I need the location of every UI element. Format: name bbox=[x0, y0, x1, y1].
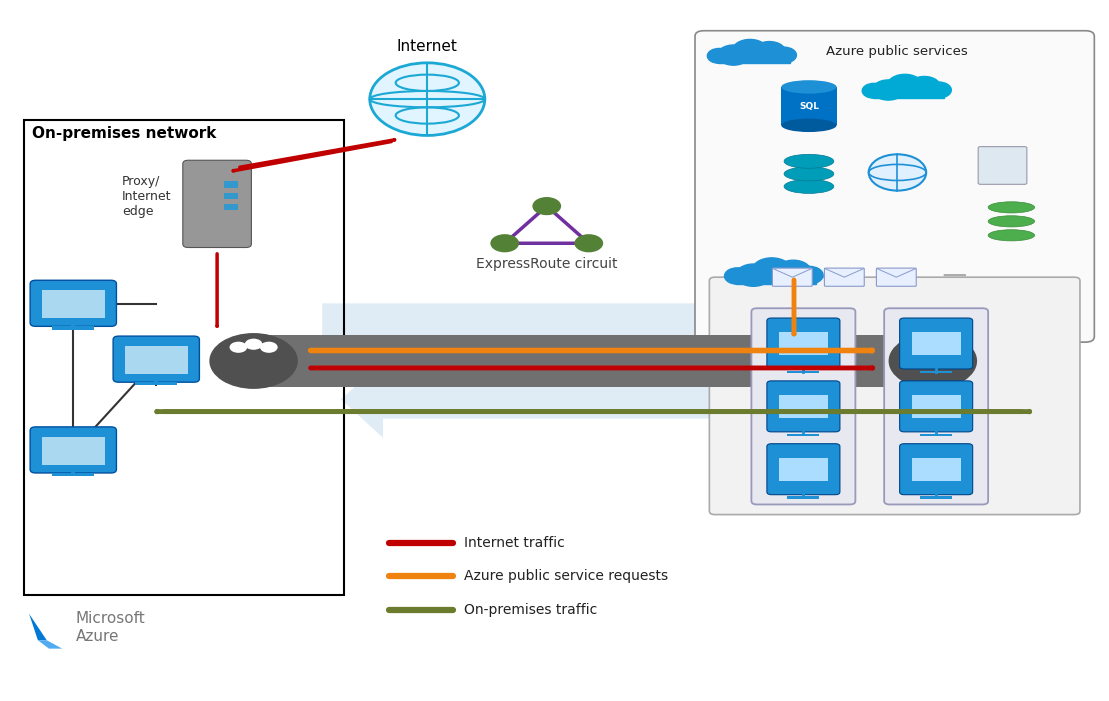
Text: On-premises traffic: On-premises traffic bbox=[464, 603, 597, 617]
Circle shape bbox=[210, 333, 298, 389]
Circle shape bbox=[735, 264, 771, 286]
FancyBboxPatch shape bbox=[710, 277, 1080, 515]
Ellipse shape bbox=[784, 167, 834, 181]
Bar bbox=[912, 395, 960, 418]
Bar bbox=[779, 395, 827, 418]
Circle shape bbox=[868, 154, 926, 191]
Text: Azure public service requests: Azure public service requests bbox=[464, 569, 668, 583]
Polygon shape bbox=[29, 614, 47, 640]
Circle shape bbox=[926, 82, 952, 98]
FancyBboxPatch shape bbox=[876, 268, 916, 286]
Text: Microsoft
Azure: Microsoft Azure bbox=[75, 611, 145, 644]
Circle shape bbox=[775, 260, 811, 283]
Ellipse shape bbox=[988, 230, 1035, 241]
Circle shape bbox=[908, 76, 940, 97]
FancyBboxPatch shape bbox=[824, 268, 864, 286]
Circle shape bbox=[724, 268, 751, 284]
Text: Internet traffic: Internet traffic bbox=[464, 536, 564, 550]
Bar bbox=[736, 273, 815, 284]
Bar bbox=[787, 496, 820, 499]
Circle shape bbox=[753, 41, 785, 62]
Ellipse shape bbox=[988, 216, 1035, 227]
Circle shape bbox=[887, 74, 923, 97]
Bar bbox=[920, 434, 953, 436]
Bar bbox=[224, 204, 238, 210]
Circle shape bbox=[245, 339, 263, 350]
FancyBboxPatch shape bbox=[899, 444, 973, 495]
Circle shape bbox=[873, 80, 904, 100]
FancyBboxPatch shape bbox=[695, 31, 1095, 342]
FancyBboxPatch shape bbox=[113, 336, 200, 382]
Bar bbox=[779, 332, 827, 355]
Circle shape bbox=[908, 341, 926, 353]
FancyBboxPatch shape bbox=[767, 381, 840, 432]
FancyBboxPatch shape bbox=[30, 280, 116, 327]
Bar bbox=[718, 54, 790, 63]
FancyBboxPatch shape bbox=[884, 308, 988, 505]
Text: Internet: Internet bbox=[397, 39, 458, 55]
Bar bbox=[920, 496, 953, 499]
Circle shape bbox=[795, 266, 823, 284]
Circle shape bbox=[369, 63, 485, 135]
Ellipse shape bbox=[988, 202, 1035, 213]
Bar bbox=[135, 382, 177, 386]
Bar bbox=[23, 120, 344, 595]
Bar bbox=[787, 434, 820, 436]
Text: Proxy/
Internet
edge: Proxy/ Internet edge bbox=[122, 175, 172, 219]
Circle shape bbox=[924, 339, 942, 350]
Bar bbox=[251, 335, 936, 387]
Ellipse shape bbox=[781, 80, 836, 94]
Bar bbox=[224, 193, 238, 199]
Bar bbox=[42, 437, 105, 465]
Bar bbox=[912, 332, 960, 355]
Circle shape bbox=[230, 341, 247, 353]
FancyBboxPatch shape bbox=[30, 427, 116, 473]
Text: ExpressRoute circuit: ExpressRoute circuit bbox=[476, 257, 618, 271]
Bar bbox=[224, 182, 238, 188]
Text: On-premises network: On-premises network bbox=[32, 125, 216, 141]
FancyBboxPatch shape bbox=[978, 147, 1027, 184]
FancyBboxPatch shape bbox=[767, 318, 840, 369]
Circle shape bbox=[888, 333, 977, 389]
Bar bbox=[52, 473, 94, 476]
Circle shape bbox=[574, 234, 603, 252]
Circle shape bbox=[260, 341, 277, 353]
Circle shape bbox=[490, 234, 519, 252]
FancyArrow shape bbox=[323, 284, 774, 361]
Bar bbox=[873, 88, 945, 98]
Ellipse shape bbox=[781, 118, 836, 132]
Polygon shape bbox=[38, 640, 62, 648]
Bar bbox=[42, 290, 105, 318]
Circle shape bbox=[862, 83, 886, 98]
Circle shape bbox=[732, 39, 767, 62]
FancyBboxPatch shape bbox=[767, 444, 840, 495]
Bar bbox=[912, 458, 960, 481]
Bar bbox=[787, 371, 820, 374]
FancyBboxPatch shape bbox=[899, 381, 973, 432]
Bar bbox=[779, 458, 827, 481]
Circle shape bbox=[771, 47, 796, 63]
Ellipse shape bbox=[784, 179, 834, 193]
FancyArrow shape bbox=[340, 361, 792, 438]
Circle shape bbox=[752, 258, 792, 283]
Bar bbox=[781, 87, 836, 125]
Circle shape bbox=[708, 48, 731, 63]
Text: SQL: SQL bbox=[798, 102, 818, 111]
Bar bbox=[52, 326, 94, 329]
Bar bbox=[124, 346, 187, 374]
Bar bbox=[920, 371, 953, 374]
Circle shape bbox=[718, 45, 750, 65]
Circle shape bbox=[532, 197, 561, 215]
FancyBboxPatch shape bbox=[773, 268, 812, 286]
FancyBboxPatch shape bbox=[183, 161, 252, 247]
Ellipse shape bbox=[784, 154, 834, 168]
Circle shape bbox=[939, 341, 957, 353]
FancyBboxPatch shape bbox=[752, 308, 855, 505]
FancyBboxPatch shape bbox=[899, 318, 973, 369]
Text: Azure public services: Azure public services bbox=[826, 45, 968, 57]
